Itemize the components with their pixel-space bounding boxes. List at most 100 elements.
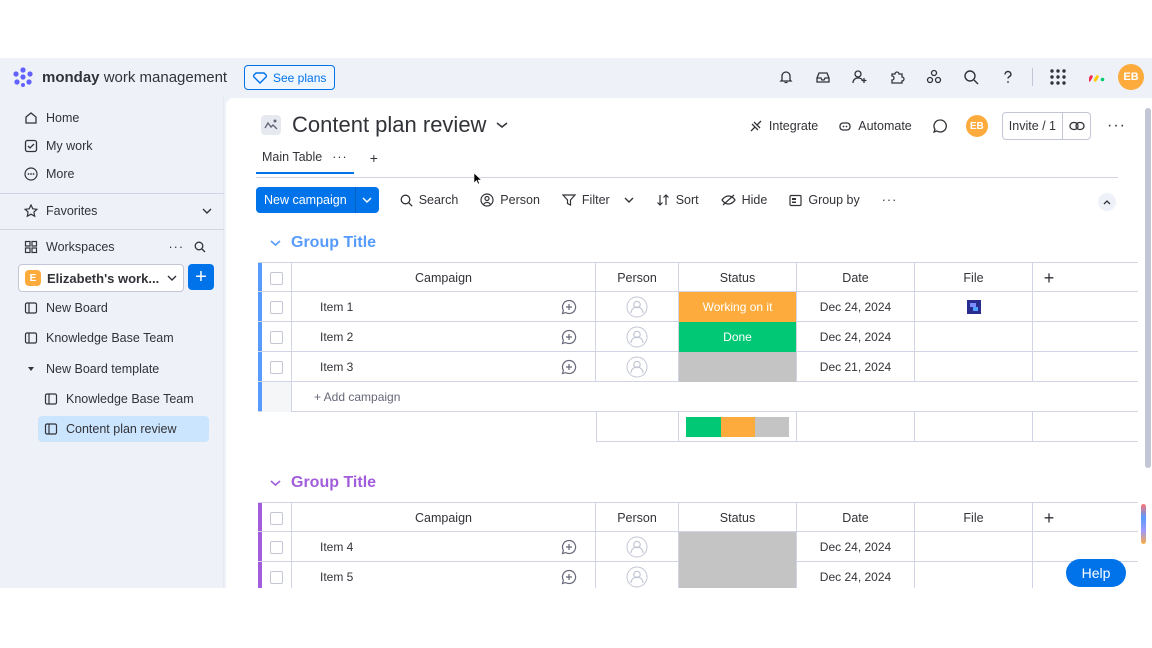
group-header[interactable]: Group Title bbox=[270, 474, 376, 492]
invite-members-button[interactable] bbox=[841, 58, 878, 96]
chevron-down-icon[interactable] bbox=[496, 121, 508, 129]
status-cell[interactable]: Done bbox=[679, 322, 797, 352]
add-item-row[interactable]: + Add campaign bbox=[258, 382, 1138, 412]
notifications-button[interactable] bbox=[767, 58, 804, 96]
automate-button[interactable]: Automate bbox=[828, 112, 922, 140]
status-cell[interactable] bbox=[679, 562, 797, 588]
person-cell[interactable] bbox=[596, 292, 679, 322]
search-button[interactable] bbox=[952, 58, 989, 96]
sidebar-item-workspaces[interactable]: Workspaces ··· bbox=[24, 235, 184, 259]
add-update-button[interactable] bbox=[542, 292, 596, 322]
add-column-button[interactable]: + bbox=[1043, 267, 1055, 288]
date-cell[interactable]: Dec 21, 2024 bbox=[797, 352, 915, 382]
tab-options-icon[interactable]: ··· bbox=[332, 150, 348, 164]
column-status[interactable]: Status bbox=[679, 503, 797, 533]
account-switcher[interactable] bbox=[1076, 58, 1118, 96]
select-all-checkbox[interactable] bbox=[270, 511, 283, 525]
board-owner-avatar[interactable]: EB bbox=[965, 115, 988, 137]
status-cell[interactable] bbox=[679, 532, 797, 562]
new-item-dropdown[interactable] bbox=[354, 187, 379, 213]
chevron-down-icon[interactable] bbox=[270, 239, 281, 247]
user-avatar[interactable]: EB bbox=[1118, 64, 1144, 90]
sidebar-board-content-plan-review[interactable]: Content plan review bbox=[38, 416, 209, 442]
file-cell[interactable] bbox=[915, 532, 1033, 562]
table-row[interactable]: Item 5 Dec 24, 2024 bbox=[258, 562, 1138, 588]
item-name[interactable]: Item 1 bbox=[320, 300, 354, 314]
group-header[interactable]: Group Title bbox=[270, 234, 376, 252]
workspace-selector[interactable]: E Elizabeth's work... bbox=[18, 264, 184, 292]
add-column-button[interactable]: + bbox=[1043, 507, 1055, 528]
row-checkbox[interactable] bbox=[270, 300, 283, 314]
new-campaign-button[interactable]: New campaign bbox=[256, 187, 379, 213]
tab-main-table[interactable]: Main Table ··· bbox=[256, 150, 354, 174]
status-cell[interactable] bbox=[679, 352, 797, 382]
sidebar-item-home[interactable]: Home bbox=[24, 106, 79, 130]
sidebar-board-knowledge-base-team[interactable]: Knowledge Base Team bbox=[24, 326, 174, 350]
integrations-button[interactable] bbox=[878, 58, 915, 96]
column-file[interactable]: File bbox=[915, 503, 1033, 533]
table-row[interactable]: Item 4 Dec 24, 2024 bbox=[258, 532, 1138, 562]
page-title[interactable]: Content plan review bbox=[292, 112, 487, 137]
sidebar-item-favorites[interactable]: Favorites bbox=[24, 199, 212, 223]
select-all-checkbox[interactable] bbox=[270, 271, 283, 285]
chevron-down-icon[interactable] bbox=[624, 196, 634, 204]
integrate-button[interactable]: Integrate bbox=[739, 112, 828, 140]
toolbar-more-button[interactable]: ··· bbox=[871, 187, 909, 213]
sidebar-item-more[interactable]: More bbox=[24, 162, 74, 186]
invite-button[interactable]: Invite / 1 bbox=[1001, 112, 1092, 140]
item-name[interactable]: Item 3 bbox=[320, 360, 354, 374]
file-cell[interactable] bbox=[915, 322, 1033, 352]
column-date[interactable]: Date bbox=[797, 503, 915, 533]
board-menu-button[interactable]: ··· bbox=[1097, 112, 1136, 140]
chevron-down-icon[interactable] bbox=[270, 479, 281, 487]
file-cell[interactable] bbox=[915, 292, 1033, 322]
copy-link-button[interactable] bbox=[1062, 113, 1090, 139]
board-scrollbar[interactable] bbox=[1144, 98, 1152, 588]
updates-button[interactable] bbox=[922, 112, 958, 140]
sort-button[interactable]: Sort bbox=[645, 187, 710, 213]
item-name[interactable]: Item 4 bbox=[320, 540, 354, 554]
date-cell[interactable]: Dec 24, 2024 bbox=[797, 292, 915, 322]
apps-button[interactable] bbox=[915, 58, 952, 96]
file-cell[interactable] bbox=[915, 562, 1033, 588]
column-person[interactable]: Person bbox=[596, 263, 679, 293]
person-cell[interactable] bbox=[596, 562, 679, 588]
scrollbar-thumb[interactable] bbox=[1145, 108, 1151, 468]
filter-button[interactable]: Filter bbox=[551, 187, 645, 213]
add-item-button[interactable]: + bbox=[188, 264, 214, 290]
add-update-button[interactable] bbox=[542, 352, 596, 382]
help-button[interactable] bbox=[989, 58, 1026, 96]
person-filter-button[interactable]: Person bbox=[469, 187, 551, 213]
person-cell[interactable] bbox=[596, 532, 679, 562]
add-update-button[interactable] bbox=[542, 322, 596, 352]
sidebar-board-knowledge-base-team[interactable]: Knowledge Base Team bbox=[44, 387, 194, 411]
column-date[interactable]: Date bbox=[797, 263, 915, 293]
date-cell[interactable]: Dec 24, 2024 bbox=[797, 562, 915, 588]
row-checkbox[interactable] bbox=[270, 540, 283, 554]
table-row[interactable]: Item 2 Done Dec 24, 2024 bbox=[258, 322, 1138, 352]
table-row[interactable]: Item 1 Working on it Dec 24, 2024 bbox=[258, 292, 1138, 322]
workspace-options-icon[interactable]: ··· bbox=[168, 240, 184, 254]
item-name[interactable]: Item 5 bbox=[320, 570, 354, 584]
person-cell[interactable] bbox=[596, 352, 679, 382]
app-grid-button[interactable] bbox=[1039, 58, 1076, 96]
search-button[interactable]: Search bbox=[389, 187, 470, 213]
see-plans-button[interactable]: See plans bbox=[244, 65, 336, 90]
date-cell[interactable]: Dec 24, 2024 bbox=[797, 322, 915, 352]
group-title[interactable]: Group Title bbox=[291, 234, 377, 251]
sidebar-folder-new-board-template[interactable]: New Board template bbox=[24, 357, 159, 381]
sidebar-board-new-board[interactable]: New Board bbox=[24, 296, 108, 320]
logo[interactable]: monday work management bbox=[12, 66, 227, 88]
status-summary[interactable] bbox=[679, 412, 797, 442]
column-campaign[interactable]: Campaign bbox=[292, 263, 596, 293]
column-campaign[interactable]: Campaign bbox=[292, 503, 596, 533]
hide-button[interactable]: Hide bbox=[710, 187, 779, 213]
collapse-header-button[interactable] bbox=[1098, 193, 1116, 211]
column-status[interactable]: Status bbox=[679, 263, 797, 293]
status-cell[interactable]: Working on it bbox=[679, 292, 797, 322]
row-checkbox[interactable] bbox=[270, 360, 283, 374]
help-button[interactable]: Help bbox=[1066, 559, 1126, 587]
file-cell[interactable] bbox=[915, 352, 1033, 382]
inbox-button[interactable] bbox=[804, 58, 841, 96]
row-checkbox[interactable] bbox=[270, 570, 283, 584]
